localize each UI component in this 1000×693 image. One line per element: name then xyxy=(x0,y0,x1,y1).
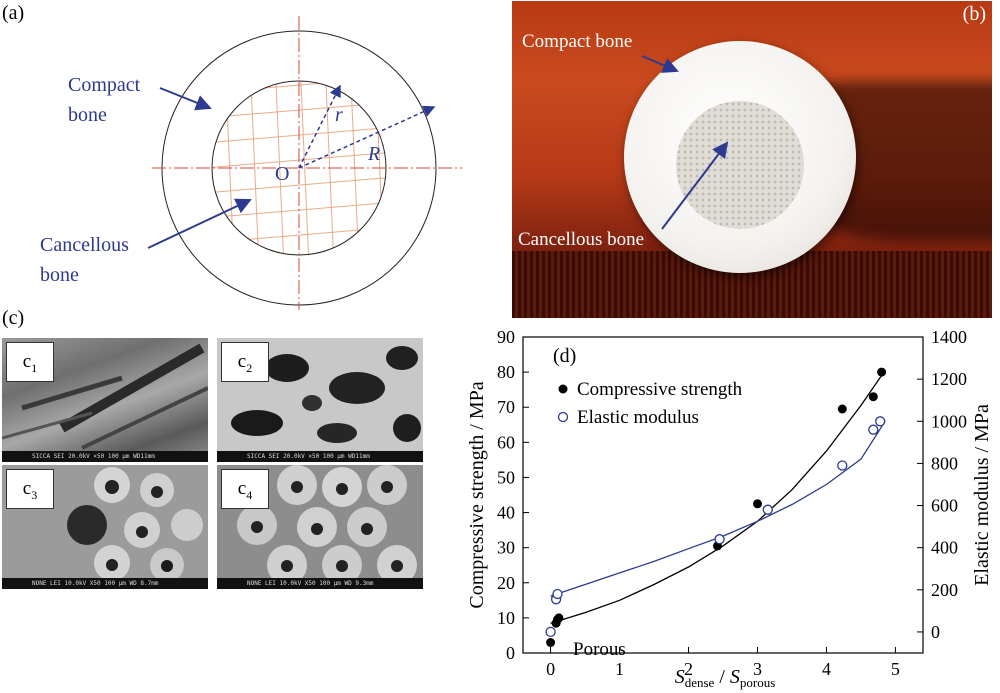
data-point-series-0 xyxy=(837,404,847,414)
tile-tag-c1: c1 xyxy=(6,342,54,382)
sem-info-bar-c3: NONE LEI 10.0kV X50 100 μm WD 8.7mm xyxy=(2,578,208,589)
data-point-series-1 xyxy=(552,588,563,600)
porous-annotation: Porous xyxy=(573,639,626,660)
y-axis-right-label: Elastic modulus / MPa xyxy=(971,404,993,586)
radius-R-arrow xyxy=(298,105,436,169)
sem-texture-c4 xyxy=(237,465,417,578)
data-point-series-1 xyxy=(875,416,886,427)
x-axis-label: Sdense / Sporous xyxy=(675,666,776,690)
y-left-tick-label: 10 xyxy=(497,608,515,628)
y-right-tick-label: 600 xyxy=(931,496,958,516)
photo-cancellous-label: Cancellous bone xyxy=(518,229,645,250)
sem-texture-c2 xyxy=(231,346,421,443)
photo-arrows xyxy=(641,55,729,230)
data-point-series-0 xyxy=(877,367,887,377)
sem-image-c2: c2 SICCA SEI 20.0kV ×50 100 μm WD11mm xyxy=(217,338,423,462)
legend-label-compressive: Compressive strength xyxy=(577,379,743,400)
y-left-tick-label: 80 xyxy=(497,362,515,382)
compact-label-line2: bone xyxy=(68,104,107,126)
panel-label-b: (b) xyxy=(962,3,986,25)
x-tick-label: 4 xyxy=(822,659,831,679)
y-right-tick-label: 1000 xyxy=(931,411,967,431)
data-point-series-1 xyxy=(714,534,725,545)
chart-frame xyxy=(522,336,924,654)
radius-r-arrow xyxy=(298,84,341,169)
data-point-series-1 xyxy=(762,504,773,515)
cancellous-label-line1: Cancellous xyxy=(40,234,129,256)
y-left-tick-label: 90 xyxy=(497,327,515,347)
tile-tag-c2: c2 xyxy=(221,342,269,382)
sem-image-c4: c4 NONE LEI 10.0kV X50 100 μm WD 9.3mm xyxy=(217,465,423,589)
photo-compact-label: Compact bone xyxy=(522,31,633,52)
strength-modulus-chart: 0 1 2 3 4 50102030405060708090020040060080010… xyxy=(466,327,993,690)
y-left-tick-label: 0 xyxy=(506,643,515,663)
r-label: r xyxy=(335,104,343,126)
sem-info-bar-c4: NONE LEI 10.0kV X50 100 μm WD 9.3mm xyxy=(217,578,423,589)
y-left-tick-label: 50 xyxy=(497,467,515,487)
y-right-tick-label: 1400 xyxy=(931,327,967,347)
x-tick-label: 0 xyxy=(546,659,555,679)
sem-image-c3: c3 NONE LEI 10.0kV X50 100 μm WD 8.7mm xyxy=(2,465,208,589)
x-tick-label: 2 xyxy=(684,659,693,679)
compact-bone-label: Compact bone xyxy=(68,70,140,130)
cancellous-arrow xyxy=(147,198,252,249)
legend: Compressive strength Elastic modulus xyxy=(557,379,743,428)
cancellous-bone-label: Cancellous bone xyxy=(40,230,129,290)
y-right-tick-label: 200 xyxy=(931,580,958,600)
y-right-tick-label: 1200 xyxy=(931,369,967,389)
x-tick-label: 5 xyxy=(891,659,900,679)
data-point-series-1 xyxy=(837,460,848,471)
data-point-series-1 xyxy=(545,626,556,638)
porous-core xyxy=(676,101,804,229)
bone-scaffold-photo: (b) Compact bone Cancellous bone xyxy=(512,1,992,318)
compact-label-line1: Compact xyxy=(68,74,141,96)
fit-curve-0 xyxy=(550,370,886,624)
bone-cross-section-diagram xyxy=(147,16,462,310)
data-point-series-0 xyxy=(868,392,878,402)
panel-label-a: (a) xyxy=(2,2,25,24)
y-right-tick-label: 400 xyxy=(931,538,958,558)
tile-tag-c3: c3 xyxy=(6,469,54,509)
x-tick-label: 3 xyxy=(753,659,762,679)
legend-marker-compressive xyxy=(558,384,568,394)
scaffold-disc xyxy=(624,41,856,273)
data-point-series-0 xyxy=(554,613,564,623)
data-point-series-1 xyxy=(868,424,879,435)
y-left-tick-label: 30 xyxy=(497,538,515,558)
tile-tag-c4: c4 xyxy=(221,469,269,509)
data-point-series-0 xyxy=(753,499,762,509)
legend-label-modulus: Elastic modulus xyxy=(577,407,699,428)
cancellous-grid xyxy=(212,81,386,255)
panel-label-c: (c) xyxy=(2,307,25,329)
compact-arrow xyxy=(159,87,212,111)
y-axis-left-label: Compressive strength / MPa xyxy=(466,381,488,608)
y-left-tick-label: 70 xyxy=(497,397,515,417)
sem-texture-c1 xyxy=(2,343,208,450)
sem-texture-c3 xyxy=(67,467,203,578)
sem-info-bar-c2: SICCA SEI 20.0kV ×50 100 μm WD11mm xyxy=(217,451,423,462)
panel-label-d: (d) xyxy=(553,345,576,367)
sem-info-bar-c1: SICCA SEI 20.0kV ×50 100 μm WD11mm xyxy=(2,451,208,462)
y-left-tick-label: 20 xyxy=(497,573,515,593)
y-left-tick-label: 60 xyxy=(497,432,515,452)
cancellous-label-line2: bone xyxy=(40,264,79,286)
fit-curve-1 xyxy=(550,420,886,597)
sem-image-c1: c1 SICCA SEI 20.0kV ×50 100 μm WD11mm xyxy=(2,338,208,462)
center-label: O xyxy=(275,163,290,185)
y-right-tick-label: 800 xyxy=(931,453,958,473)
legend-marker-modulus xyxy=(557,411,569,423)
R-label: R xyxy=(368,143,381,165)
y-left-tick-label: 40 xyxy=(497,503,515,523)
data-point-series-0 xyxy=(546,638,556,647)
y-right-tick-label: 0 xyxy=(931,622,940,642)
x-tick-label: 1 xyxy=(615,659,624,679)
